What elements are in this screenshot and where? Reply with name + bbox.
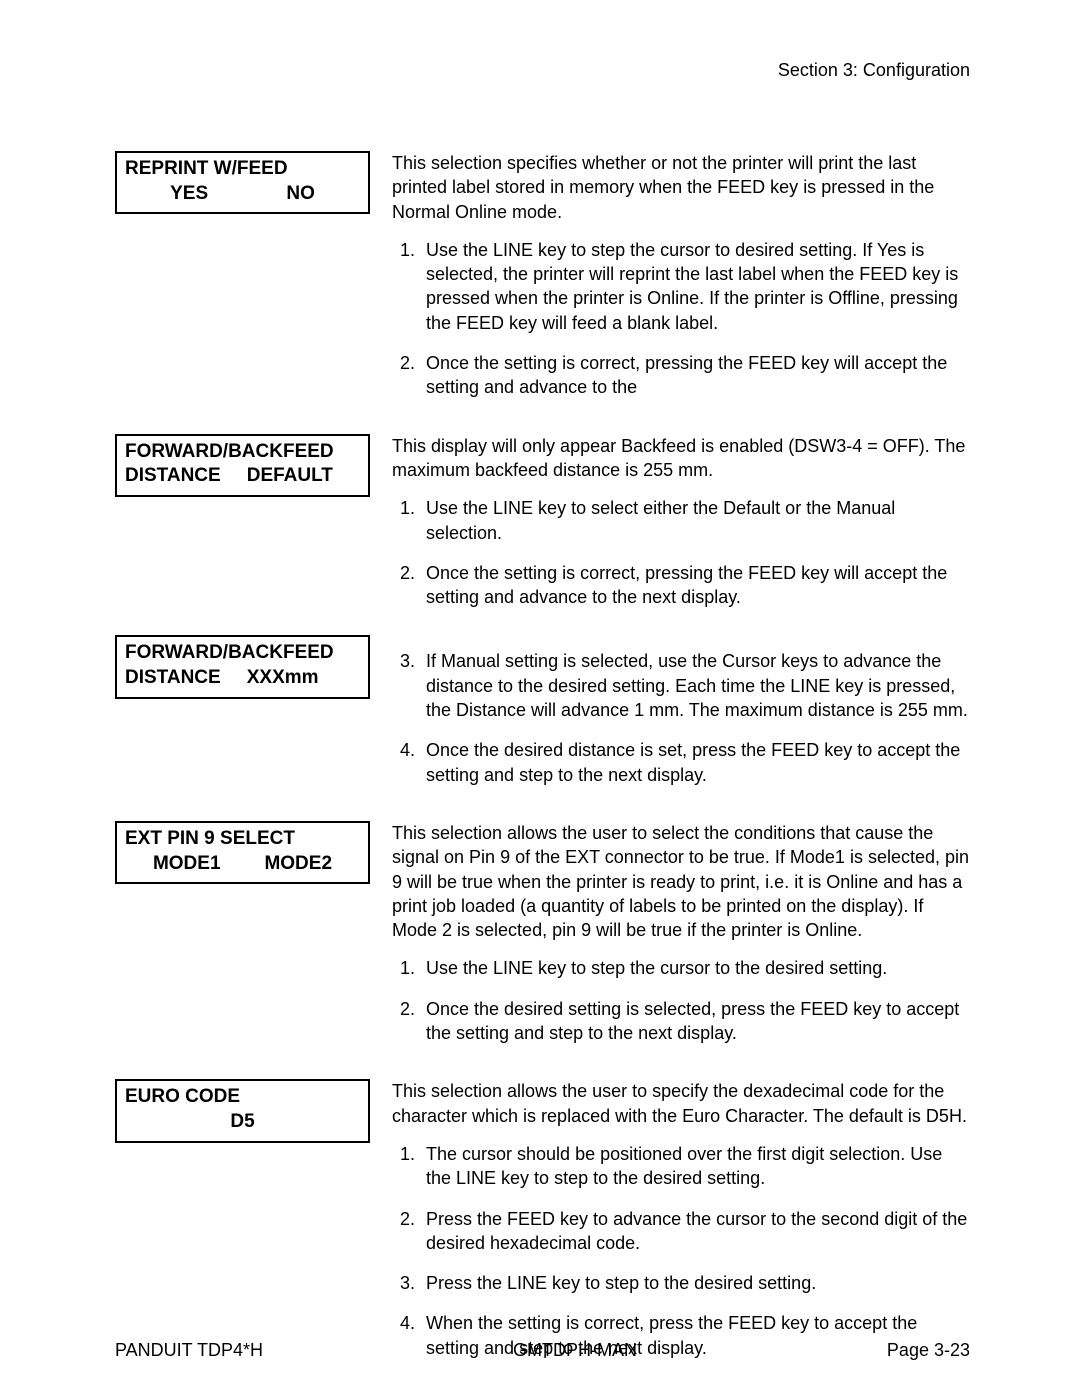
footer-center: GMTDPH-MAN — [513, 1340, 637, 1361]
list-item: The cursor should be positioned over the… — [420, 1142, 970, 1191]
list-item: If Manual setting is selected, use the C… — [420, 649, 970, 722]
list-item: Use the LINE key to step the cursor to d… — [420, 238, 970, 335]
lcd-default-label: DEFAULT — [247, 464, 333, 489]
reprint-steps: Use the LINE key to step the cursor to d… — [392, 238, 970, 400]
lcd-opt-no: NO — [286, 182, 315, 207]
section-label: Section 3: Configuration — [778, 60, 970, 80]
list-item: Once the setting is correct, pressing th… — [420, 351, 970, 400]
list-item: Once the desired setting is selected, pr… — [420, 997, 970, 1046]
ext-intro: This selection allows the user to select… — [392, 821, 970, 942]
list-item: Use the LINE key to select either the De… — [420, 496, 970, 545]
list-item: Press the LINE key to step to the desire… — [420, 1271, 970, 1295]
fb-steps-cont: If Manual setting is selected, use the C… — [392, 649, 970, 786]
page-footer: PANDUIT TDP4*H GMTDPH-MAN Page 3-23 — [115, 1340, 970, 1361]
lcd-forward-backfeed-default: FORWARD/BACKFEED DISTANCE DEFAULT — [115, 434, 370, 497]
lcd-distance-value: XXXmm — [247, 666, 319, 691]
lcd-forward-backfeed-manual: FORWARD/BACKFEED DISTANCE XXXmm — [115, 635, 370, 698]
lcd-opt-mode1: MODE1 — [153, 852, 221, 877]
lcd-opt-mode2: MODE2 — [264, 852, 332, 877]
lcd-line1: EXT PIN 9 SELECT — [125, 827, 360, 852]
lcd-euro-value: D5 — [125, 1110, 360, 1135]
lcd-ext-pin9: EXT PIN 9 SELECT MODE1 MODE2 — [115, 821, 370, 884]
fb-intro: This display will only appear Backfeed i… — [392, 434, 970, 483]
list-item: Press the FEED key to advance the cursor… — [420, 1207, 970, 1256]
lcd-line1: FORWARD/BACKFEED — [125, 641, 360, 666]
euro-steps: The cursor should be positioned over the… — [392, 1142, 970, 1360]
list-item: Once the setting is correct, pressing th… — [420, 561, 970, 610]
page-header: Section 3: Configuration — [115, 60, 970, 81]
lcd-line1: FORWARD/BACKFEED — [125, 440, 360, 465]
reprint-intro: This selection specifies whether or not … — [392, 151, 970, 224]
lcd-distance-label: DISTANCE — [125, 666, 247, 691]
footer-right: Page 3-23 — [887, 1340, 970, 1361]
footer-left: PANDUIT TDP4*H — [115, 1340, 263, 1361]
list-item: Use the LINE key to step the cursor to t… — [420, 956, 970, 980]
euro-intro: This selection allows the user to specif… — [392, 1079, 970, 1128]
lcd-line1: REPRINT W/FEED — [125, 157, 360, 182]
lcd-line1: EURO CODE — [125, 1085, 360, 1110]
lcd-euro-code: EURO CODE D5 — [115, 1079, 370, 1142]
lcd-opt-yes: YES — [170, 182, 208, 207]
lcd-reprint: REPRINT W/FEED YES NO — [115, 151, 370, 214]
lcd-distance-label: DISTANCE — [125, 464, 247, 489]
ext-steps: Use the LINE key to step the cursor to t… — [392, 956, 970, 1045]
list-item: Once the desired distance is set, press … — [420, 738, 970, 787]
fb-steps: Use the LINE key to select either the De… — [392, 496, 970, 609]
